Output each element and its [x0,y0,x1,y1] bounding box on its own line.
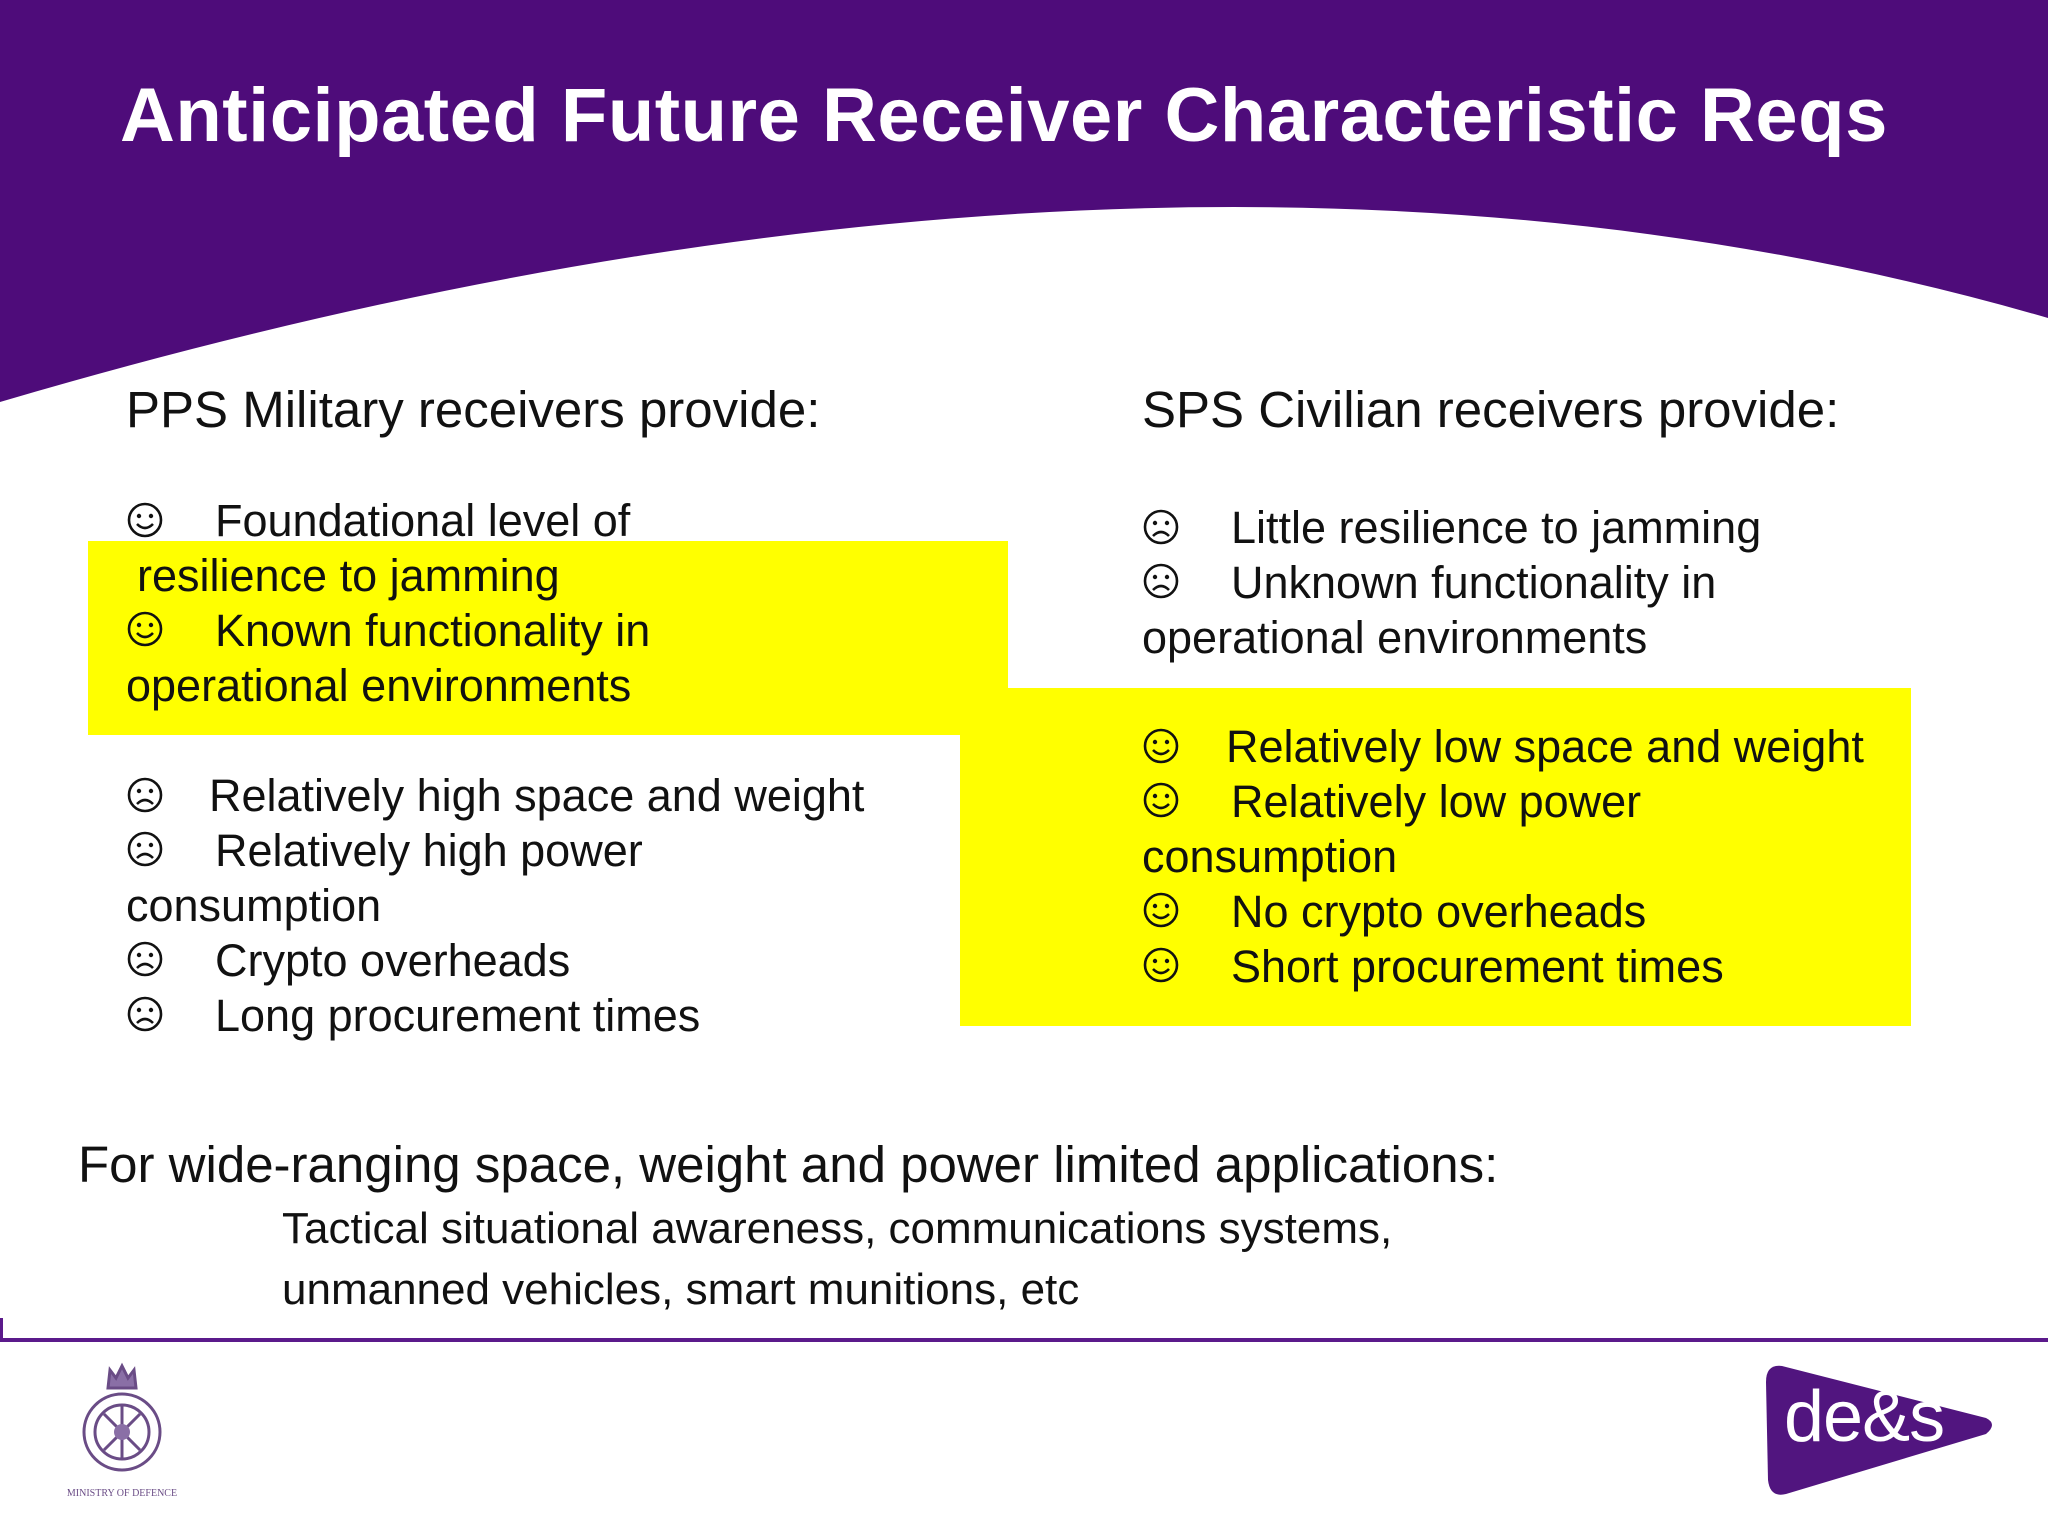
pps-pro-1-line-2: resilience to jamming [137,550,560,601]
smiley-icon [1143,892,1179,928]
sps-con-1-line-1: Little resilience to jamming [1231,502,1762,553]
des-logo [1766,1365,1992,1495]
pps-pro-2-line-1: Known functionality in [215,605,651,656]
pps-con-3-line-1: Crypto overheads [215,935,571,986]
pps-heading: PPS Military receivers provide: [126,381,821,438]
pps-con-1-line-1: Relatively high space and weight [209,770,865,821]
smiley-icon [127,611,163,647]
smiley-icon [1143,728,1179,764]
banner-shape [0,0,2048,402]
mod-caption: MINISTRY OF DEFENCE [66,1488,178,1499]
title-banner [0,0,2048,402]
frown-icon [127,777,163,813]
slide-title: Anticipated Future Receiver Characterist… [120,73,1888,158]
frown-icon [1143,509,1179,545]
applications-line-1: Tactical situational awareness, communic… [282,1204,1393,1253]
frown-icon [127,941,163,977]
sps-heading: SPS Civilian receivers provide: [1142,381,1840,438]
pps-pro-1-line-1: Foundational level of [215,495,631,546]
pps-con-4-line-1: Long procurement times [215,990,701,1041]
pps-con-2-line-1: Relatively high power [215,825,643,876]
sps-con-2-line-2: operational environments [1142,612,1648,663]
sps-pro-1-line-1: Relatively low space and weight [1226,721,1864,772]
frown-icon [127,831,163,867]
sps-pro-2-line-2: consumption [1142,831,1398,882]
frown-icon [127,996,163,1032]
pps-con-2-line-2: consumption [126,880,382,931]
applications-heading: For wide-ranging space, weight and power… [78,1136,1499,1193]
sps-pro-4-line-1: Short procurement times [1231,941,1724,992]
smiley-icon [1143,782,1179,818]
footer-divider [0,1338,2048,1342]
des-logo-text: de&s [1784,1377,1945,1457]
pps-pros-highlight [88,541,1008,735]
footer-tick [0,1318,3,1340]
sps-con-2-line-1: Unknown functionality in [1231,557,1717,608]
smiley-icon [1143,947,1179,983]
sps-pro-2-line-1: Relatively low power [1231,776,1642,827]
pps-pro-2-line-2: operational environments [126,660,632,711]
frown-icon [1143,563,1179,599]
applications-line-2: unmanned vehicles, smart munitions, etc [282,1265,1080,1314]
sps-pro-3-line-1: No crypto overheads [1231,886,1647,937]
smiley-icon [127,502,163,538]
sps-pros-highlight [960,688,1911,1026]
mod-crest-logo [82,1362,162,1472]
